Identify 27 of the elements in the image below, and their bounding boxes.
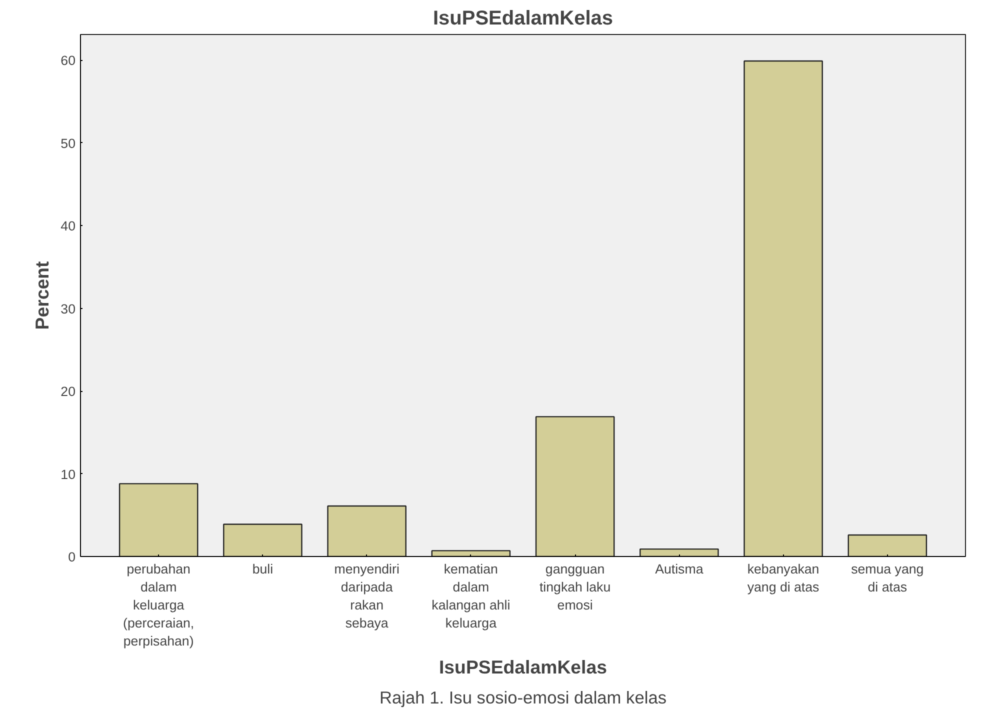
x-axis-title: IsuPSEdalamKelas (439, 656, 608, 678)
text: Rajah 1. Isu sosio-emosi dalam kelas (379, 688, 667, 708)
x-tick-label: buli (252, 562, 274, 576)
y-tick-label: 10 (60, 466, 76, 482)
x-tick-label: gangguan tingkah laku emosi (539, 562, 611, 612)
bar (640, 548, 719, 556)
bar (535, 416, 615, 556)
bar (431, 550, 511, 556)
x-tick-label: perubahan dalam keluarga (perceraian, perpisahan) (123, 562, 194, 648)
y-axis-title: Percent (32, 261, 53, 330)
chart-title: IsuPSEdalamKelas (432, 8, 614, 30)
y-tick-label: 40 (60, 218, 76, 234)
y-tick-label: 60 (60, 53, 76, 68)
x-tick-label: Autisma (655, 562, 704, 576)
y-tick-label: 30 (60, 301, 76, 316)
x-tick-label: menyendiri daripada rakan sebaya (334, 562, 400, 630)
bar (848, 534, 928, 556)
x-tick-label: semua yang di atas (851, 562, 924, 594)
y-tick-label: 50 (60, 136, 76, 151)
y-tick-label: 20 (60, 384, 76, 400)
x-tick-label: kebanyakan yang di atas (747, 562, 820, 594)
bar (744, 60, 823, 556)
x-tick-label: kematian dalam kalangan ahli keluarga (432, 562, 510, 630)
bar (118, 483, 198, 556)
bar (223, 524, 302, 556)
bar (327, 505, 406, 556)
y-tick-label: 0 (68, 550, 76, 564)
